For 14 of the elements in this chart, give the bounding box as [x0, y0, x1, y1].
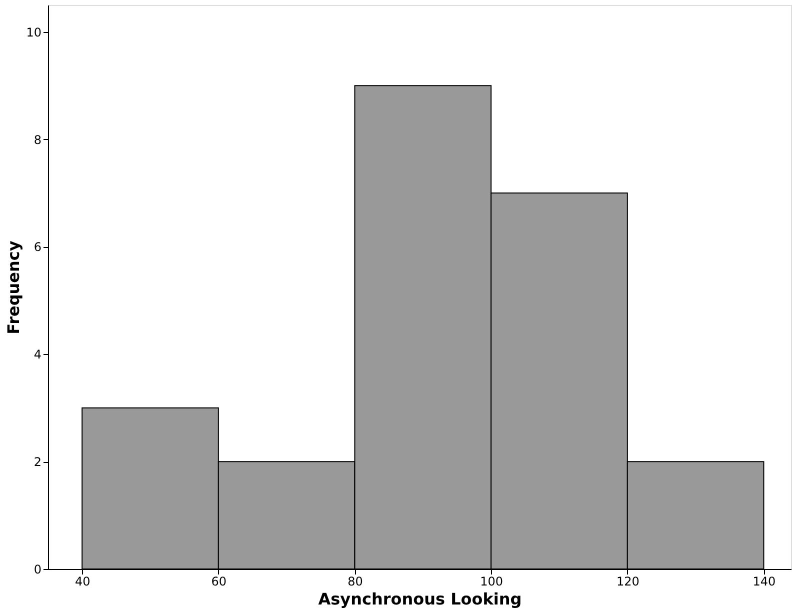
x-axis-title: Asynchronous Looking: [318, 590, 522, 608]
y-tick-label: 8: [34, 132, 42, 147]
x-tick-label: 60: [211, 574, 227, 588]
y-tick-label: 2: [34, 455, 42, 470]
y-tick-label: 6: [34, 240, 42, 254]
y-axis-title: Frequency: [4, 240, 24, 334]
x-tick-label: 120: [616, 574, 640, 588]
x-tick-label: 140: [752, 574, 776, 588]
y-tick-label: 10: [26, 25, 42, 40]
y-tick-label: 0: [34, 562, 42, 576]
x-tick-label: 40: [74, 574, 90, 588]
y-tick-label: 4: [34, 348, 42, 362]
x-tick-label: 80: [348, 574, 363, 588]
x-tick-label: 100: [480, 574, 504, 588]
